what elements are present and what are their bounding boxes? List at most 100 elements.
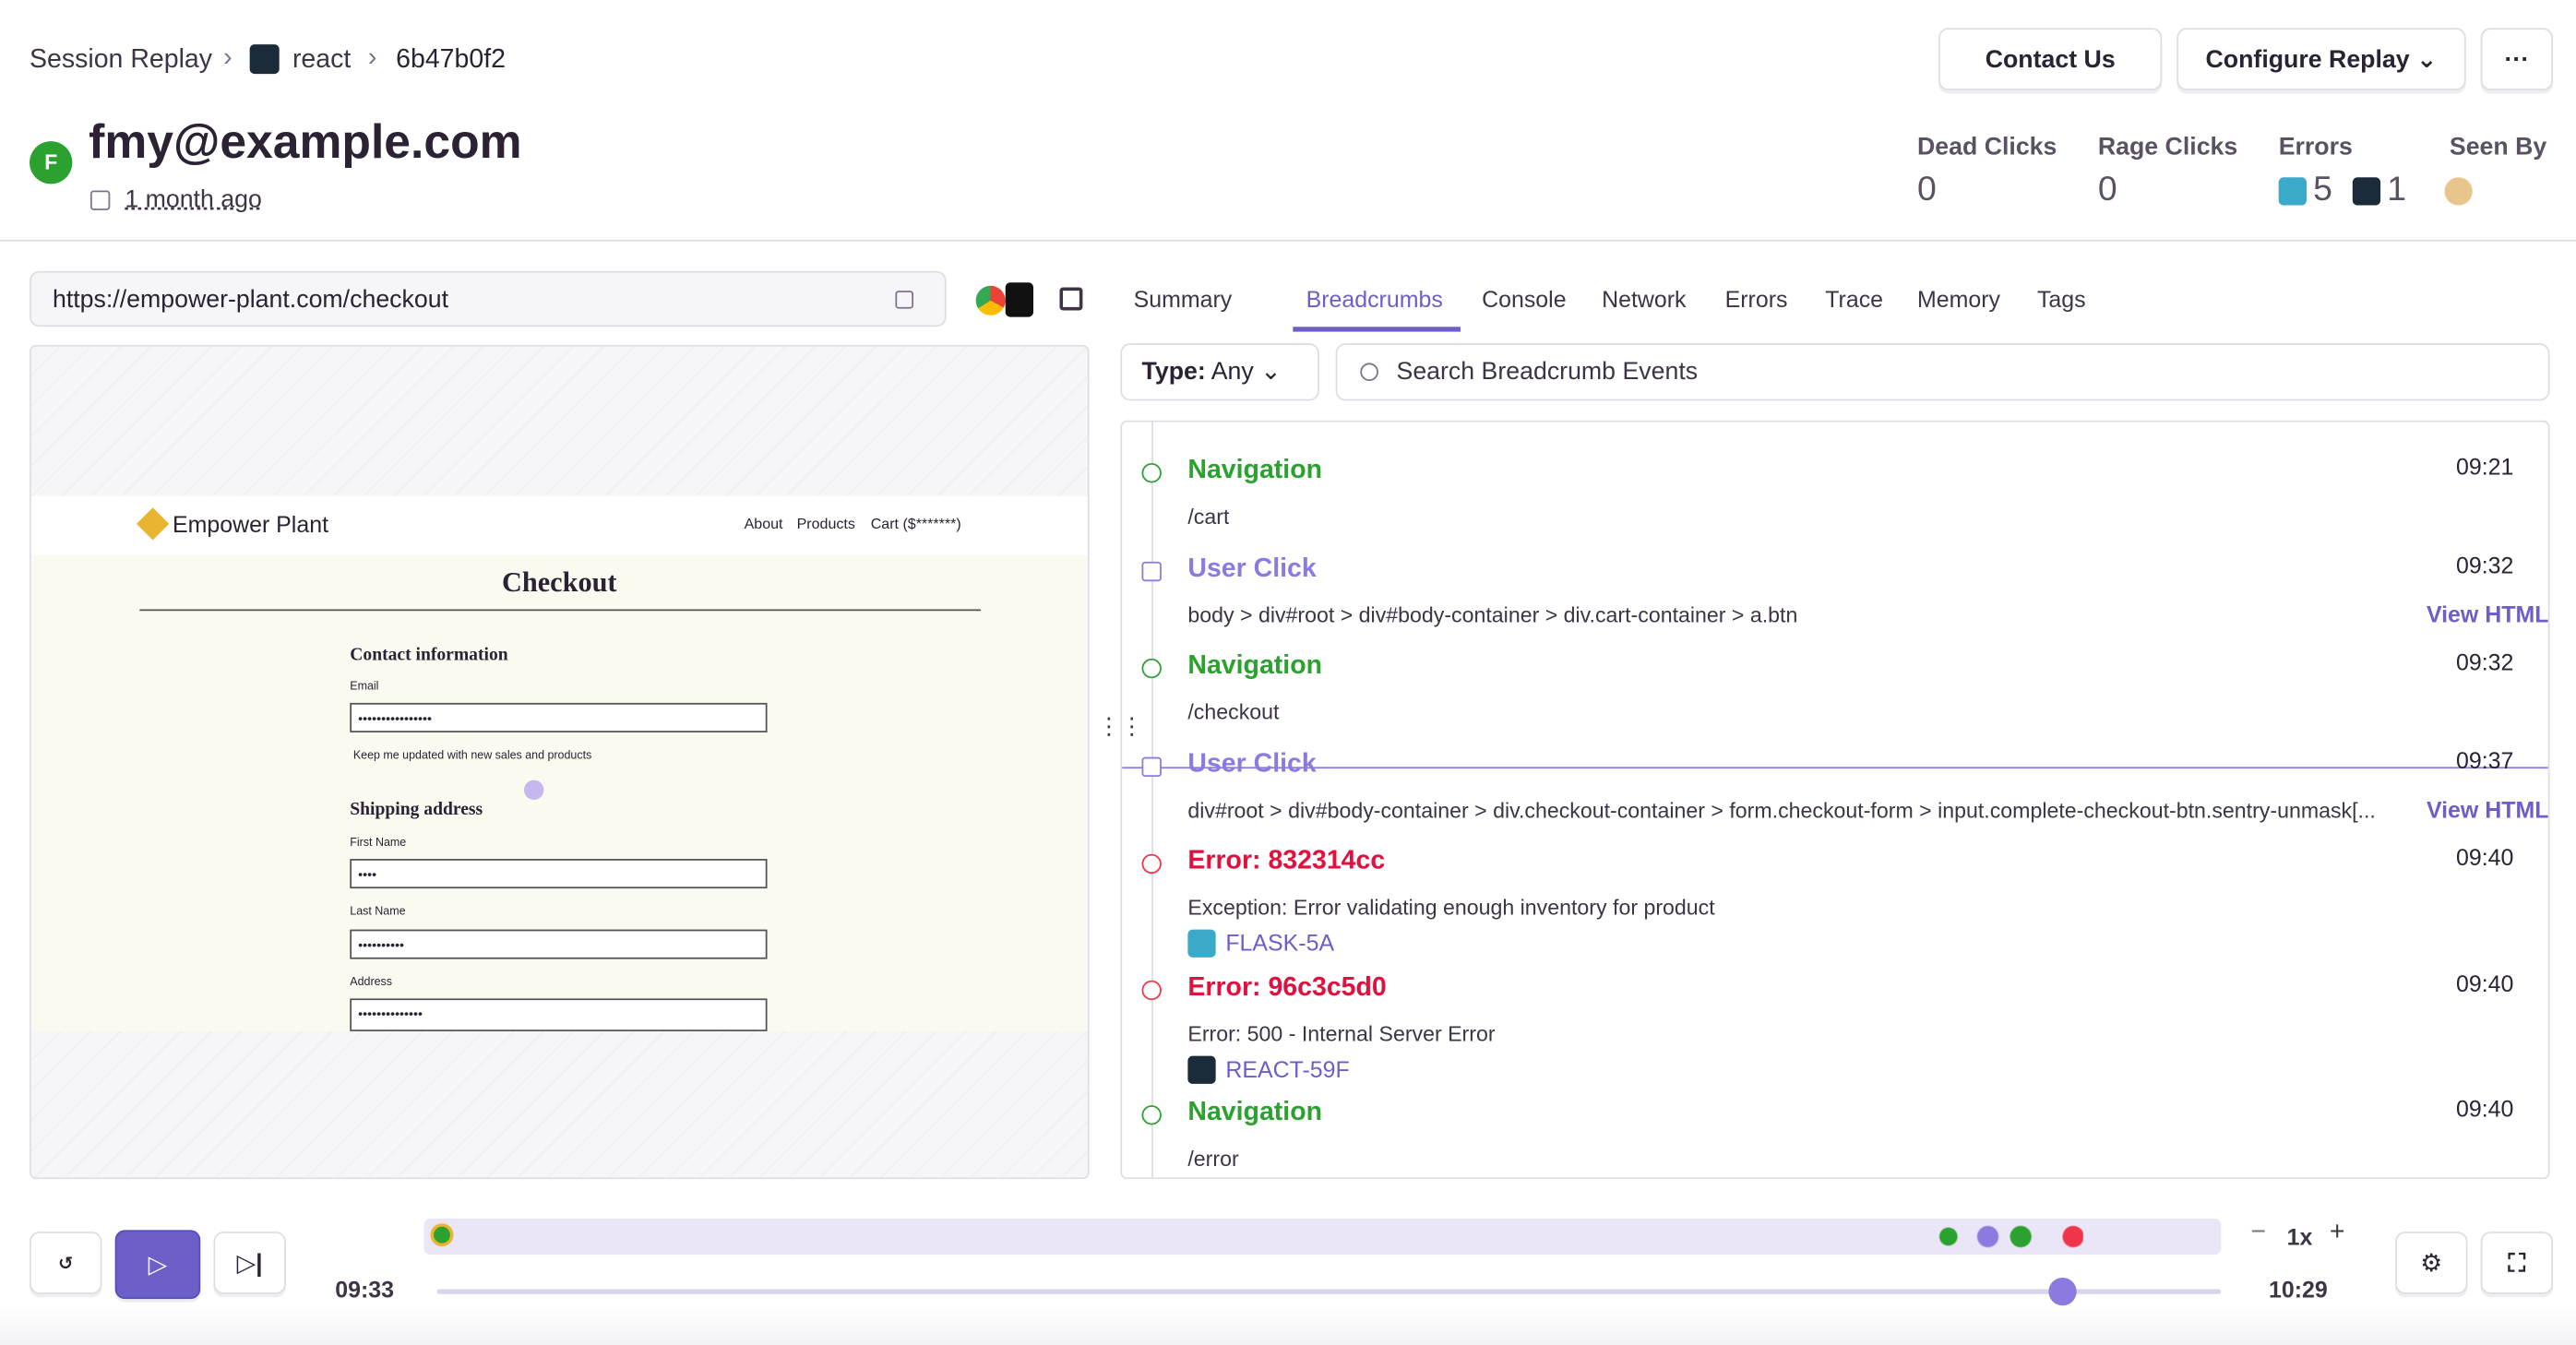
tab[interactable]: Trace: [1825, 285, 1884, 313]
replay-viewport: Empower Plant About Products Cart ($****…: [30, 344, 1090, 1180]
calendar-icon: [89, 190, 111, 210]
crumb-time[interactable]: 09:40: [2455, 1095, 2514, 1122]
sep: ›: [223, 44, 233, 73]
react-icon: [2352, 177, 2381, 206]
more-button[interactable]: ···: [2480, 28, 2554, 90]
next[interactable]: ▷|: [213, 1232, 286, 1294]
crumb[interactable]: react: [292, 45, 352, 75]
crumb-detail: Exception: Error validating enough inven…: [1187, 895, 1715, 920]
crumb-title[interactable]: User Click: [1187, 749, 1317, 778]
crumb-time[interactable]: 09:40: [2455, 844, 2514, 871]
total-time: 10:29: [2269, 1276, 2328, 1303]
react-icon: [249, 44, 280, 75]
crumb-time[interactable]: 09:40: [2455, 970, 2514, 996]
crumb[interactable]: Session Replay: [30, 45, 213, 75]
tab[interactable]: Errors: [1724, 285, 1788, 313]
input: ••••••••••: [350, 929, 768, 959]
icon: [1141, 979, 1162, 1000]
time: 1 month ago: [125, 185, 262, 214]
faster[interactable]: +: [2329, 1218, 2345, 1247]
tab[interactable]: Memory: [1916, 285, 2000, 313]
placeholder: Search Breadcrumb Events: [1396, 358, 1699, 387]
crumb-detail: /checkout: [1187, 699, 1280, 725]
nav-link: Cart ($*******): [870, 515, 961, 532]
stat: 5: [2313, 171, 2332, 209]
crumb-detail: /cart: [1187, 504, 1230, 530]
input: ••••••••••••••: [350, 998, 768, 1031]
icon: [1141, 1105, 1162, 1125]
crumb-time[interactable]: 09:32: [2455, 551, 2514, 577]
copy-icon[interactable]: [895, 291, 914, 309]
speed: 1x: [2286, 1223, 2313, 1250]
os-icon: [1005, 282, 1033, 317]
crumb-title[interactable]: Navigation: [1187, 456, 1323, 485]
flask-icon: [2278, 177, 2307, 206]
nav-link: About: [744, 515, 783, 532]
issue-link[interactable]: REACT-59F: [1225, 1054, 1350, 1082]
view-html[interactable]: View HTML: [2426, 600, 2549, 627]
crumb-detail: body > div#root > div#body-container > d…: [1187, 601, 1798, 627]
crumb-time[interactable]: 09:21: [2455, 453, 2514, 480]
viewport-icon[interactable]: [1059, 287, 1083, 311]
sep: ›: [367, 44, 377, 73]
stat-label: Rage Clicks: [2097, 133, 2238, 161]
project-icon: [1187, 929, 1216, 958]
avatar: F: [30, 141, 73, 184]
search[interactable]: Search Breadcrumb Events: [1335, 343, 2550, 401]
stat-label: Seen By: [2449, 133, 2547, 161]
crumb-title[interactable]: Navigation: [1187, 651, 1323, 681]
fullscreen[interactable]: ⛶: [2480, 1232, 2554, 1294]
seen-avatar: [2444, 177, 2473, 206]
tab[interactable]: Summary: [1133, 285, 1233, 313]
timeline-rail: [1151, 422, 1153, 1178]
play[interactable]: ▷: [114, 1230, 201, 1300]
section: Contact information: [350, 645, 508, 665]
markers: [1935, 1225, 2083, 1248]
contact-button[interactable]: Contact Us: [1938, 28, 2163, 90]
scrubber[interactable]: [436, 1289, 2222, 1294]
crumb-title[interactable]: Error: 832314cc: [1187, 847, 1386, 875]
stat: 0: [2097, 171, 2117, 209]
crumb-time[interactable]: 09:32: [2455, 649, 2514, 675]
chrome-icon: [975, 285, 1006, 315]
scrubber-handle[interactable]: [2048, 1277, 2077, 1306]
rewind[interactable]: ↺: [30, 1232, 102, 1294]
settings[interactable]: ⚙: [2395, 1232, 2468, 1294]
breadcrumb-list: Navigation 09:21/cart User Click 09:32 body …: [1120, 420, 2550, 1180]
current-line: [1122, 767, 2548, 769]
stat-label: Dead Clicks: [1916, 133, 2057, 161]
crumb-time[interactable]: 09:37: [2455, 746, 2514, 773]
replay-nav: [30, 495, 1088, 555]
section: Shipping address: [350, 799, 483, 820]
tab[interactable]: Tags: [2036, 285, 2086, 313]
url-bar: [30, 270, 947, 327]
below: [30, 1030, 1088, 1178]
stat-label: Errors: [2278, 133, 2353, 161]
url: https://empower-plant.com/checkout: [52, 285, 449, 315]
field-label: Last Name: [350, 906, 406, 919]
type-filter[interactable]: Type: Any ⌄: [1120, 343, 1319, 401]
nav-link: Products: [796, 515, 855, 532]
field-label: Email: [350, 681, 379, 694]
tab[interactable]: Network: [1602, 285, 1687, 313]
current-time: 09:33: [335, 1276, 395, 1303]
tab[interactable]: Console: [1482, 285, 1567, 313]
icon: [1141, 463, 1162, 483]
crumb-title[interactable]: User Click: [1187, 553, 1317, 583]
configure-button[interactable]: Configure Replay ⌄: [2176, 28, 2466, 90]
crumb-title[interactable]: Error: 96c3c5d0: [1187, 972, 1387, 1002]
crumb-title[interactable]: Navigation: [1187, 1098, 1323, 1127]
field-label: Address: [350, 977, 393, 989]
input: ••••: [350, 859, 768, 889]
rule: [139, 609, 982, 612]
tab[interactable]: Breadcrumbs: [1306, 285, 1443, 313]
label: Type:: [1141, 358, 1206, 387]
slower[interactable]: −: [2250, 1218, 2267, 1247]
icon: [1141, 853, 1162, 875]
issue-link[interactable]: FLASK-5A: [1225, 929, 1335, 957]
view-html[interactable]: View HTML: [2426, 795, 2549, 822]
heading: Checkout: [502, 566, 617, 598]
divider: [0, 239, 2576, 242]
